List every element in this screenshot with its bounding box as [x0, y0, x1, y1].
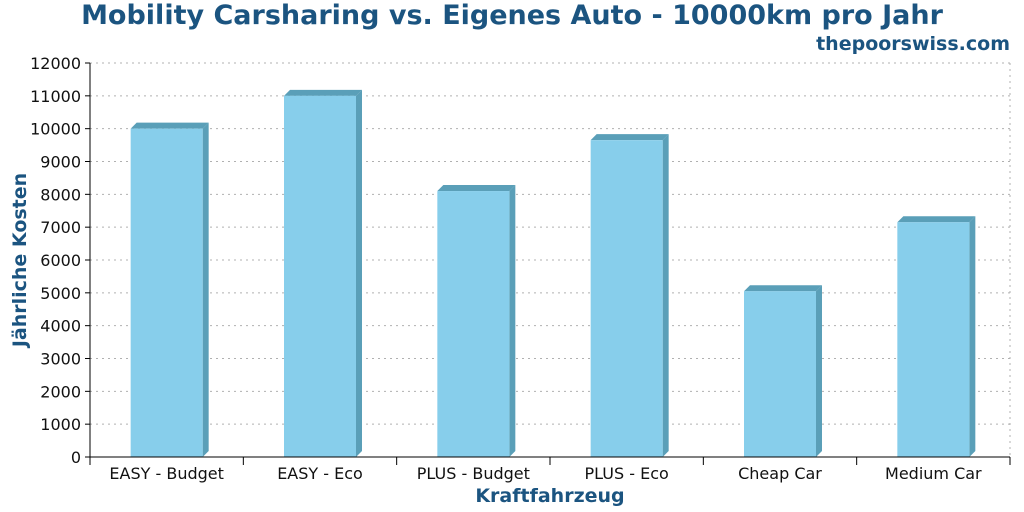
y-axis-title: Jährliche Kosten	[9, 173, 31, 349]
bar	[744, 291, 816, 457]
bar-side	[202, 122, 209, 458]
x-tick-label: Cheap Car	[738, 464, 822, 483]
bar	[284, 95, 356, 457]
bar-top	[130, 122, 209, 129]
bar-top	[284, 89, 362, 96]
y-tick-label: 5000	[40, 284, 81, 303]
chart-subtitle: thepoorswiss.com	[816, 33, 1010, 55]
bar-side	[509, 185, 516, 458]
bar-top	[590, 134, 669, 141]
y-tick-label: 6000	[40, 251, 81, 270]
y-tick-label: 4000	[40, 317, 81, 336]
y-tick-label: 9000	[40, 153, 81, 172]
bar-side	[662, 134, 669, 458]
bar	[897, 222, 970, 457]
bar-top	[437, 185, 516, 192]
y-tick-label: 1000	[40, 415, 81, 434]
x-tick-label: Medium Car	[885, 464, 982, 483]
bar-side	[969, 216, 976, 457]
bar-top	[744, 285, 822, 292]
bar	[130, 128, 203, 457]
bars	[130, 89, 976, 458]
x-tick-label: EASY - Eco	[277, 464, 363, 483]
axes: 0 1000 2000 3000 4000 5000 6000 7000 8000 9000 100…	[30, 54, 1011, 483]
bar-side	[356, 89, 362, 457]
grid-lines	[90, 62, 1011, 457]
y-tick-label: 7000	[40, 218, 81, 237]
y-tick-label: 8000	[40, 185, 81, 204]
bar	[590, 140, 663, 458]
y-tick-label: 2000	[40, 382, 81, 401]
y-tick-label: 3000	[40, 350, 81, 369]
x-axis-title: Kraftfahrzeug	[475, 485, 624, 507]
bar-top	[897, 216, 976, 223]
bar	[437, 191, 510, 458]
y-tick-label: 11000	[30, 87, 81, 106]
x-tick-label: EASY - Budget	[109, 464, 223, 483]
chart-title: Mobility Carsharing vs. Eigenes Auto - 1…	[81, 0, 943, 31]
y-tick-label: 10000	[30, 120, 81, 139]
bar-side	[816, 285, 822, 457]
x-tick-label: PLUS - Eco	[585, 464, 669, 483]
y-tick-label: 0	[71, 448, 81, 467]
x-tick-label: PLUS - Budget	[417, 464, 530, 483]
y-tick-label: 12000	[30, 54, 81, 73]
